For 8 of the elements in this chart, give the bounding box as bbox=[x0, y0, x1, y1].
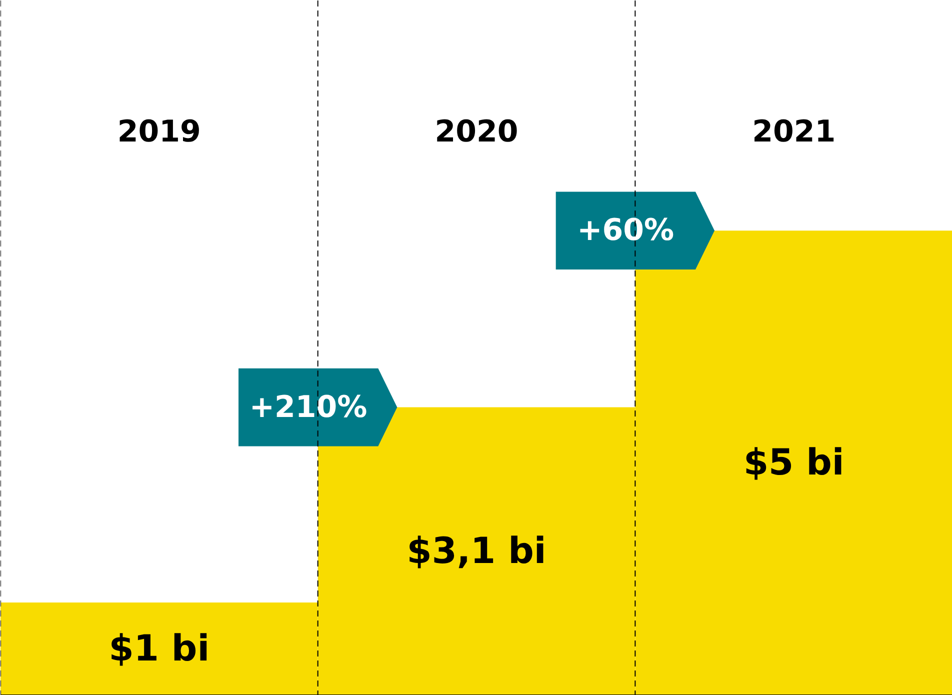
data-label: $3,1 bi bbox=[406, 530, 546, 572]
data-label: $1 bi bbox=[108, 628, 210, 670]
annotation: +60% bbox=[577, 213, 674, 248]
x-tick-label: 2020 bbox=[434, 114, 518, 150]
x-tick-label: 2021 bbox=[752, 114, 836, 150]
data-label: $5 bi bbox=[743, 442, 844, 484]
x-tick-label: 2019 bbox=[117, 114, 201, 150]
annotation: +210% bbox=[249, 390, 368, 425]
